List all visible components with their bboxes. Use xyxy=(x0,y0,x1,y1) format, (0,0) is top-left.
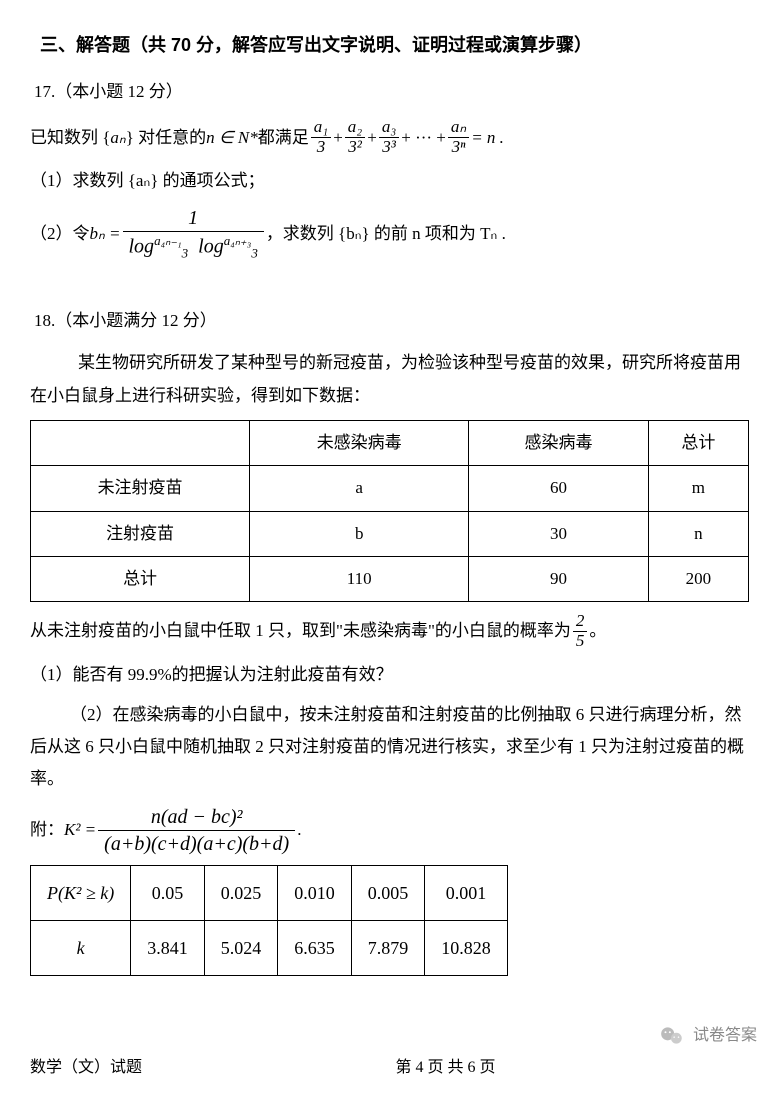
table-cell: 注射疫苗 xyxy=(31,511,250,556)
table-row: 未注射疫苗 a 60 m xyxy=(31,466,749,511)
frac-num: 2 xyxy=(573,612,588,631)
log-a-sub: 3 xyxy=(182,246,189,261)
frac-den: loga₄ₙ₋₁3 loga₄ₙ₊₃3 xyxy=(123,231,264,263)
table-header: 未感染病毒 xyxy=(250,421,469,466)
frac-num: a₃ xyxy=(379,118,399,137)
q18-table1: 未感染病毒 感染病毒 总计 未注射疫苗 a 60 m 注射疫苗 b 30 n 总… xyxy=(30,420,749,602)
table-cell: 0.010 xyxy=(278,865,352,920)
table-cell: 0.005 xyxy=(351,865,425,920)
plus-sign: + xyxy=(367,122,377,154)
table-cell: 0.025 xyxy=(204,865,278,920)
log-b-sup: a₄ₙ₊₃ xyxy=(224,233,252,248)
q18-para2: 从未注射疫苗的小白鼠中任取 1 只，取到"未感染病毒"的小白鼠的概率为 2 5 … xyxy=(30,612,749,650)
frac-num: a₂ xyxy=(345,118,365,137)
table-cell: 0.05 xyxy=(131,865,205,920)
table-cell: m xyxy=(648,466,748,511)
table-header: 感染病毒 xyxy=(469,421,649,466)
q18-part2: （2）在感染病毒的小白鼠中，按未注射疫苗和注射疫苗的比例抽取 6 只进行病理分析… xyxy=(30,699,749,796)
table-cell: 总计 xyxy=(31,556,250,601)
footer: 数学（文）试题 第 4 页 共 6 页 xyxy=(30,1053,749,1083)
k2-tail: . xyxy=(297,814,301,846)
q17-intro: 已知数列 { aₙ } 对任意的 n ∈ N* 都满足 a₁ 3 + a₂ 3²… xyxy=(30,118,749,156)
wechat-icon xyxy=(659,1023,685,1049)
table-cell: a xyxy=(250,466,469,511)
frac-num: 1 xyxy=(123,205,264,231)
q17-part2-tail: ，求数列 {bₙ} 的前 n 项和为 Tₙ . xyxy=(266,218,506,250)
q17-frac-3: a₃ 3³ xyxy=(379,118,399,156)
q17-intro-pre: 已知数列 { xyxy=(30,122,110,154)
q18-table2: P(K² ≥ k) 0.05 0.025 0.010 0.005 0.001 k… xyxy=(30,865,508,976)
k2-frac: n(ad − bc)² (a+b)(c+d)(a+c)(b+d) xyxy=(98,804,295,857)
watermark-text: 试卷答案 xyxy=(693,1021,757,1051)
appendix-lead: 附： xyxy=(30,814,64,846)
table-row: 未感染病毒 感染病毒 总计 xyxy=(31,421,749,466)
q17-intro-mid: } 对任意的 xyxy=(126,122,206,154)
plus-sign: + xyxy=(333,122,343,154)
table-row: 注射疫苗 b 30 n xyxy=(31,511,749,556)
q17-part2-lead: （2）令 xyxy=(30,218,90,250)
q17-seq-symbol: aₙ xyxy=(110,122,125,154)
q17-frac-n: aₙ 3ⁿ xyxy=(448,118,469,156)
table-header: 总计 xyxy=(648,421,748,466)
table-header: P(K² ≥ k) xyxy=(31,865,131,920)
table-header xyxy=(31,421,250,466)
table-row: P(K² ≥ k) 0.05 0.025 0.010 0.005 0.001 xyxy=(31,865,508,920)
log-a-sup: a₄ₙ₋₁ xyxy=(154,233,182,248)
frac-den: 3² xyxy=(345,137,365,157)
q17-bn: bₙ = xyxy=(90,218,121,250)
table-row: 总计 110 90 200 xyxy=(31,556,749,601)
watermark: 试卷答案 xyxy=(659,1021,757,1051)
k2-label: K² = xyxy=(64,814,96,846)
table-cell: 60 xyxy=(469,466,649,511)
table-cell: 30 xyxy=(469,511,649,556)
log-a: log xyxy=(129,236,155,258)
frac-num: n(ad − bc)² xyxy=(98,804,295,830)
frac-den: (a+b)(c+d)(a+c)(b+d) xyxy=(98,830,295,857)
q17-eq-tail: = n . xyxy=(471,122,504,154)
q17-part2: （2）令 bₙ = 1 loga₄ₙ₋₁3 loga₄ₙ₊₃3 ，求数列 {bₙ… xyxy=(30,205,749,263)
table-cell: 10.828 xyxy=(425,920,508,975)
page: 三、解答题（共 70 分，解答应写出文字说明、证明过程或演算步骤） 17.（本小… xyxy=(0,0,779,1101)
frac-num: a₁ xyxy=(311,118,331,137)
section-title: 三、解答题（共 70 分，解答应写出文字说明、证明过程或演算步骤） xyxy=(40,28,749,62)
table-cell: 110 xyxy=(250,556,469,601)
table-cell: 7.879 xyxy=(351,920,425,975)
frac-den: 3 xyxy=(311,137,331,157)
table-cell: 0.001 xyxy=(425,865,508,920)
q17-heading: 17.（本小题 12 分） xyxy=(34,76,749,108)
q17-frac-1: a₁ 3 xyxy=(311,118,331,156)
q18-part1: （1）能否有 99.9%的把握认为注射此疫苗有效？ xyxy=(30,659,749,691)
q17-n-in-N: n ∈ N* xyxy=(206,122,258,154)
frac-den: 5 xyxy=(573,631,588,651)
table-cell: n xyxy=(648,511,748,556)
frac-den: 3ⁿ xyxy=(448,137,469,157)
q17-part1: （1）求数列 {aₙ} 的通项公式； xyxy=(30,165,749,197)
table-header: k xyxy=(31,920,131,975)
frac-den: 3³ xyxy=(379,137,399,157)
log-b-sub: 3 xyxy=(251,246,258,261)
q17-intro-suf: 都满足 xyxy=(258,122,309,154)
table-cell: b xyxy=(250,511,469,556)
q18-appendix: 附： K² = n(ad − bc)² (a+b)(c+d)(a+c)(b+d)… xyxy=(30,804,749,857)
q18-para2-suf: 。 xyxy=(589,615,606,647)
table-cell: 3.841 xyxy=(131,920,205,975)
frac-num: aₙ xyxy=(448,118,469,137)
q17-part2-frac: 1 loga₄ₙ₋₁3 loga₄ₙ₊₃3 xyxy=(123,205,264,263)
footer-left: 数学（文）试题 xyxy=(30,1053,142,1083)
table-cell: 5.024 xyxy=(204,920,278,975)
plus-dots: + ··· + xyxy=(401,122,446,154)
q18-para2-pre: 从未注射疫苗的小白鼠中任取 1 只，取到"未感染病毒"的小白鼠的概率为 xyxy=(30,615,571,647)
table-cell: 200 xyxy=(648,556,748,601)
table-row: k 3.841 5.024 6.635 7.879 10.828 xyxy=(31,920,508,975)
spacer xyxy=(30,271,749,299)
q18-prob-frac: 2 5 xyxy=(573,612,588,650)
table-cell: 6.635 xyxy=(278,920,352,975)
table-cell: 90 xyxy=(469,556,649,601)
q18-para1: 某生物研究所研发了某种型号的新冠疫苗，为检验该种型号疫苗的效果，研究所将疫苗用在… xyxy=(30,347,749,412)
log-b: log xyxy=(198,236,224,258)
q18-heading: 18.（本小题满分 12 分） xyxy=(34,305,749,337)
table-cell: 未注射疫苗 xyxy=(31,466,250,511)
q17-frac-2: a₂ 3² xyxy=(345,118,365,156)
